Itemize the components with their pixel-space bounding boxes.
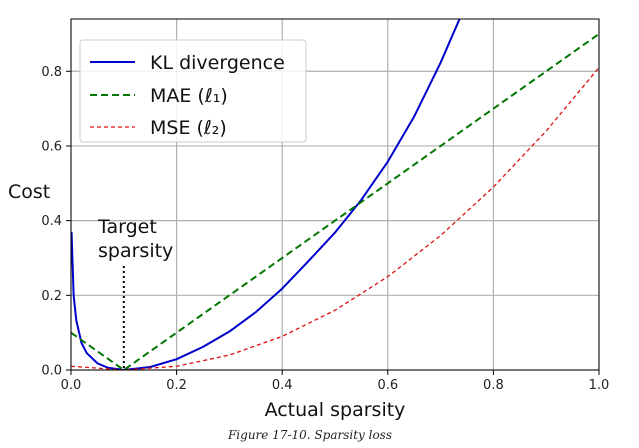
annotation-line1: Target — [97, 216, 157, 238]
y-tick-label: 0.8 — [41, 65, 62, 80]
kl-divergence-line — [71, 19, 461, 370]
x-tick-label: 0.4 — [272, 378, 293, 393]
legend-label-mse: MSE (ℓ₂) — [150, 117, 227, 139]
x-tick-label: 0.0 — [61, 378, 82, 393]
series-layer — [71, 19, 599, 370]
legend: KL divergence MAE (ℓ₁) MSE (ℓ₂) — [79, 39, 307, 143]
y-tick-label: 0.0 — [41, 364, 62, 379]
mse-line — [71, 67, 599, 370]
tick-layer: 0.0 0.2 0.4 0.6 0.8 1.0 0.0 0.2 0.4 0.6 0.8 — [41, 65, 609, 393]
x-axis-label: Actual sparsity — [265, 399, 406, 421]
x-tick-label: 0.2 — [166, 378, 187, 393]
y-axis-label: Cost — [8, 181, 50, 203]
annotation-line2: sparsity — [98, 240, 173, 262]
x-tick-label: 1.0 — [589, 378, 610, 393]
y-tick-label: 0.4 — [41, 214, 62, 229]
legend-box — [79, 39, 307, 143]
figure-caption: Figure 17-10. Sparsity loss — [227, 428, 392, 442]
legend-label-kl: KL divergence — [150, 52, 285, 74]
y-tick-label: 0.6 — [41, 139, 62, 154]
plot-frame — [70, 18, 600, 371]
x-tick-label: 0.8 — [483, 378, 504, 393]
legend-label-mae: MAE (ℓ₁) — [150, 85, 228, 107]
x-tick-label: 0.6 — [377, 378, 398, 393]
mae-line — [71, 33, 599, 370]
y-tick-label: 0.2 — [41, 289, 62, 304]
